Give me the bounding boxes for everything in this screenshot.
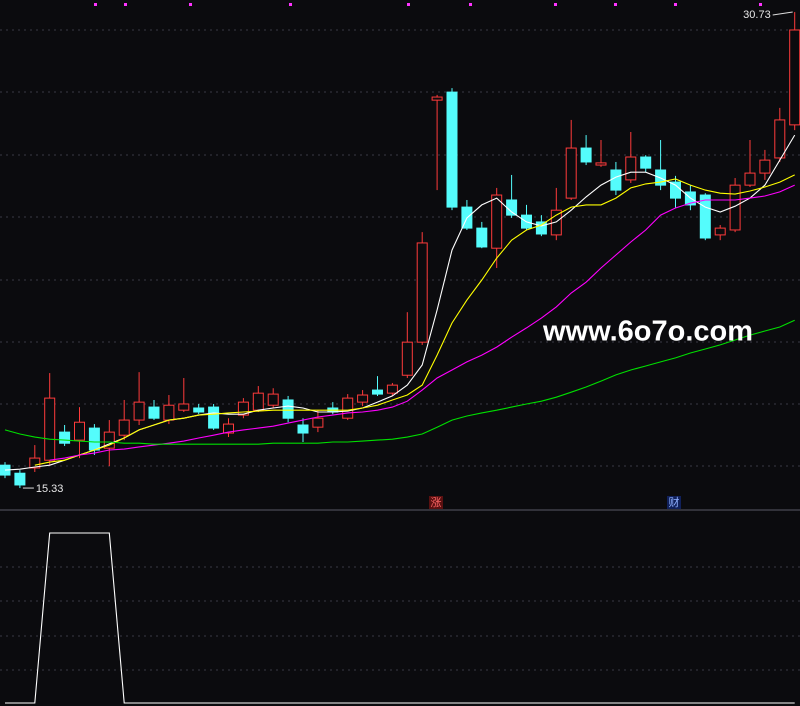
candle-body <box>714 227 726 236</box>
candle-body <box>208 406 220 429</box>
candle-body <box>476 227 488 248</box>
candle-body <box>670 181 681 199</box>
candle-body <box>789 29 800 126</box>
candle-body <box>640 156 652 169</box>
top-dots <box>94 3 762 6</box>
candle-body <box>729 184 741 231</box>
candle-body <box>267 393 279 406</box>
candle-body <box>252 392 264 411</box>
candle-body <box>372 389 383 395</box>
candle-body <box>148 406 160 419</box>
dot <box>124 3 127 6</box>
dot <box>674 3 677 6</box>
candle-body <box>133 401 145 421</box>
candle-body <box>565 147 577 199</box>
marker: 涨 <box>431 496 442 509</box>
candle-body <box>282 399 294 419</box>
dot <box>759 3 762 6</box>
candle-body <box>357 394 369 403</box>
dot <box>554 3 557 6</box>
candle-body <box>535 221 547 235</box>
watermark: www.6o7o.com <box>542 316 753 348</box>
candle-body <box>416 242 428 343</box>
indicator-line <box>5 532 795 704</box>
candle-body <box>88 427 100 451</box>
candle-body <box>297 424 309 434</box>
ma-line <box>49 184 795 461</box>
candle-body <box>491 194 503 249</box>
candle-body <box>342 397 354 419</box>
dot <box>614 3 617 6</box>
ma-line <box>4 319 795 445</box>
candle-body <box>44 397 56 461</box>
candle-body <box>625 156 637 181</box>
candle-body <box>744 172 756 186</box>
candle-body <box>193 407 205 413</box>
annotation: 15.33 <box>36 483 64 495</box>
candle-body <box>103 431 115 449</box>
dot <box>94 3 97 6</box>
candle-body <box>223 423 234 434</box>
candle-body <box>774 119 786 159</box>
candle-body <box>550 209 562 236</box>
dot <box>469 3 472 6</box>
candle-body <box>118 419 130 436</box>
candle-body <box>759 159 771 174</box>
candle-body <box>163 404 175 421</box>
annotation: 30.73 <box>743 9 771 21</box>
marker-bg <box>667 496 681 509</box>
dot <box>189 3 192 6</box>
candle-body <box>237 401 249 416</box>
candle-body <box>431 96 443 101</box>
candle-body <box>386 384 398 394</box>
candle-body <box>610 169 622 191</box>
ma-line <box>34 174 795 466</box>
candles <box>0 12 800 489</box>
candle-body <box>178 403 190 411</box>
candle-body <box>59 431 71 444</box>
candle-body <box>401 341 413 376</box>
candle-body <box>312 417 324 428</box>
candle-body <box>699 194 711 239</box>
candle-body <box>74 421 85 441</box>
candle-body <box>580 147 592 163</box>
main-grid <box>0 29 800 671</box>
dot <box>289 3 292 6</box>
marker: 财 <box>669 495 680 509</box>
candle-body <box>446 91 458 208</box>
candle-body <box>29 457 41 469</box>
annotation-arrow <box>772 11 793 16</box>
dot <box>407 3 410 6</box>
candle-body <box>506 199 518 216</box>
candle-body <box>595 162 607 166</box>
candle-body <box>14 472 26 486</box>
marker-bg <box>429 496 443 509</box>
